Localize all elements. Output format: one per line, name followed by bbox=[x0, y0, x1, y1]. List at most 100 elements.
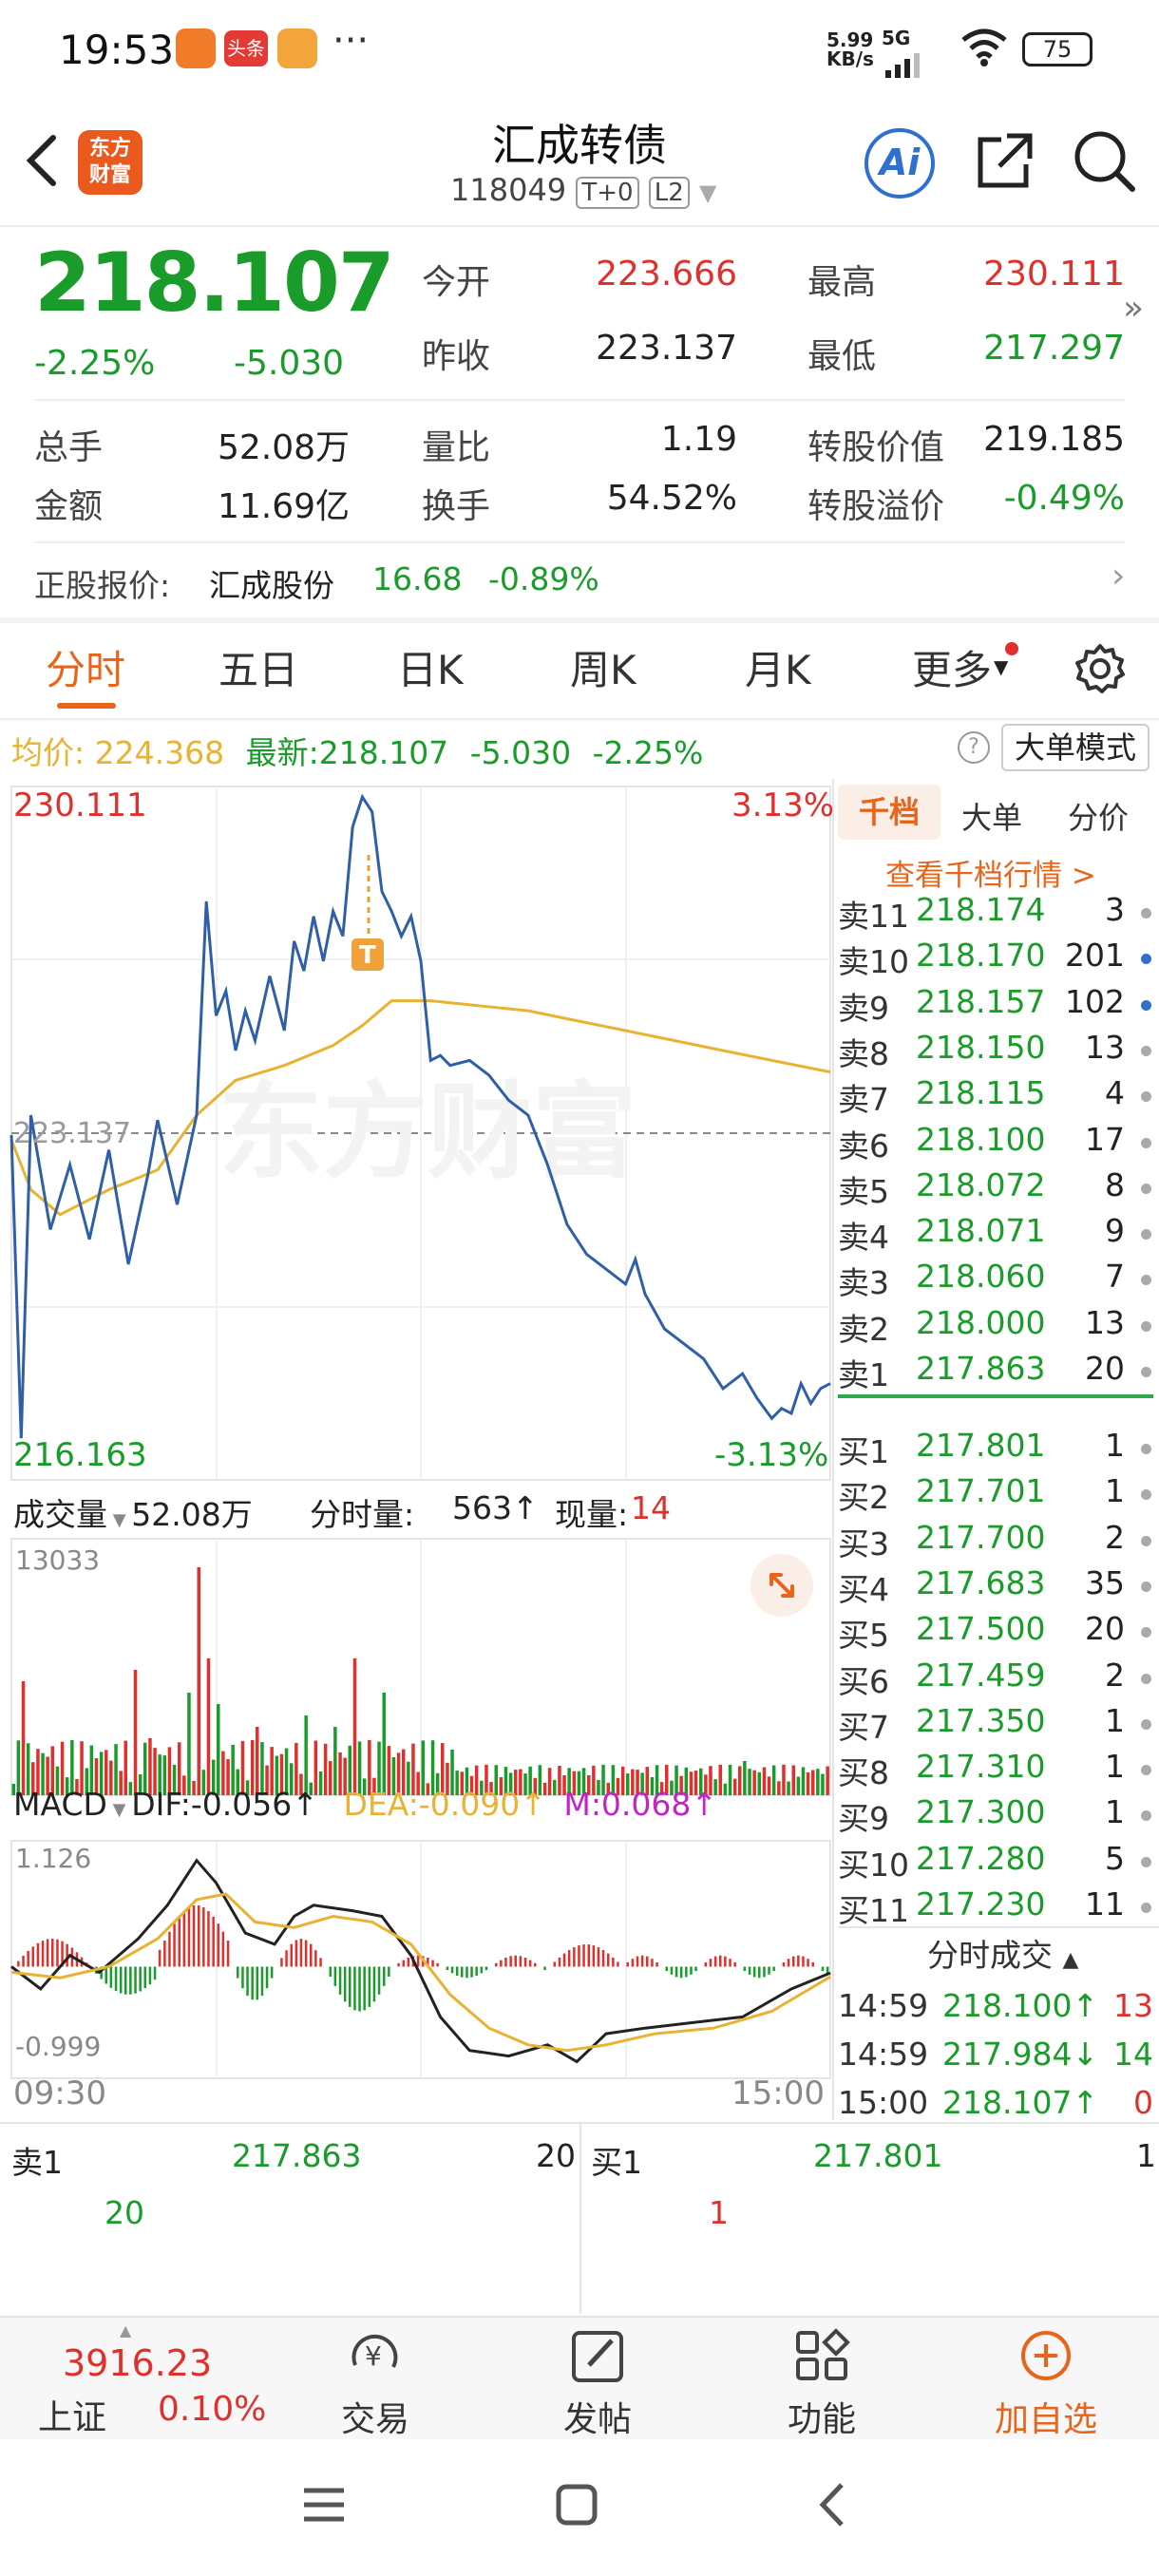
fullscreen-icon[interactable] bbox=[750, 1554, 813, 1617]
tab-weekly-k[interactable]: 周K bbox=[570, 647, 636, 693]
tab-more[interactable]: 更多 bbox=[912, 647, 993, 693]
volume-bar bbox=[362, 1778, 367, 1795]
macd-bar bbox=[514, 1955, 517, 1967]
trade-marker-icon[interactable] bbox=[352, 938, 384, 971]
macd-bar bbox=[104, 1966, 107, 1984]
macd-bar bbox=[455, 1966, 459, 1976]
search-icon[interactable] bbox=[1072, 128, 1138, 199]
back-arrow-icon[interactable] bbox=[21, 132, 63, 193]
volume-bar bbox=[128, 1782, 133, 1795]
back-icon[interactable] bbox=[809, 2481, 857, 2529]
bid-level-row[interactable]: 买10 217.280 5 bbox=[838, 1840, 1159, 1885]
level-price: 217.701 bbox=[916, 1472, 1046, 1510]
volume-total: 52.08万 bbox=[131, 1496, 253, 1533]
macd-max-label: 1.126 bbox=[15, 1843, 92, 1874]
tab-daily-k[interactable]: 日K bbox=[397, 647, 464, 693]
volume-bar bbox=[514, 1770, 518, 1795]
level-price: 217.350 bbox=[916, 1701, 1046, 1739]
avg-price-label: 均价: bbox=[11, 734, 86, 771]
volume-bar bbox=[138, 1774, 142, 1795]
macd-bar bbox=[431, 1960, 434, 1967]
ask-level-row[interactable]: 卖5 218.072 8 bbox=[838, 1166, 1159, 1212]
tab-five-day[interactable]: 五日 bbox=[218, 647, 299, 693]
macd-bar bbox=[333, 1966, 337, 1986]
bid-level-row[interactable]: 买11 217.230 11 bbox=[838, 1885, 1159, 1931]
share-icon[interactable] bbox=[973, 130, 1036, 197]
macd-bar bbox=[665, 1966, 668, 1971]
ask-level-row[interactable]: 卖9 218.157 102 bbox=[838, 983, 1159, 1029]
volume-bar bbox=[480, 1780, 484, 1795]
underlying-stock-row[interactable]: 正股报价: 汇成股份 16.68 -0.89% › bbox=[0, 549, 1159, 617]
menu-icon[interactable] bbox=[300, 2481, 348, 2529]
bid-level-row[interactable]: 买8 217.310 1 bbox=[838, 1748, 1159, 1793]
change-amount: -5.030 bbox=[234, 344, 345, 383]
level-price: 218.150 bbox=[916, 1028, 1046, 1066]
ticker-up-icon: ▲ bbox=[120, 2321, 132, 2339]
tab-price-distribution[interactable]: 分价 bbox=[1068, 800, 1130, 836]
expand-quote-icon[interactable]: » bbox=[1123, 289, 1145, 328]
post-button[interactable]: 发帖 bbox=[536, 2318, 659, 2441]
volume-bar bbox=[231, 1744, 235, 1795]
tab-monthly-k[interactable]: 月K bbox=[745, 647, 811, 693]
stock-code-row[interactable]: 118049 T+0 L2 ▼ bbox=[450, 172, 716, 209]
volume-bar bbox=[178, 1742, 181, 1795]
volume-bar bbox=[699, 1768, 703, 1795]
ask-level-row[interactable]: 卖7 218.115 4 bbox=[838, 1074, 1159, 1120]
ask-level-row[interactable]: 卖11 218.174 3 bbox=[838, 891, 1159, 937]
macd-bar bbox=[787, 1959, 790, 1967]
brand-logo[interactable]: 东方 财富 bbox=[78, 130, 142, 195]
bid-level-row[interactable]: 买7 217.350 1 bbox=[838, 1702, 1159, 1748]
ask-level-row[interactable]: 卖8 218.150 13 bbox=[838, 1029, 1159, 1074]
ask-level-row[interactable]: 卖10 218.170 201 bbox=[838, 937, 1159, 982]
volume-bar bbox=[587, 1775, 591, 1795]
bid-level-row[interactable]: 买9 217.300 1 bbox=[838, 1793, 1159, 1839]
help-icon[interactable]: ? bbox=[958, 731, 990, 764]
volume-bar bbox=[597, 1779, 600, 1795]
intraday-chart[interactable]: 东方财富 T bbox=[0, 779, 836, 2099]
level-price: 218.060 bbox=[916, 1258, 1046, 1296]
ask-level-row[interactable]: 卖1 217.863 20 bbox=[838, 1350, 1159, 1395]
ask-level-row[interactable]: 卖3 218.060 7 bbox=[838, 1258, 1159, 1303]
settings-gear-icon[interactable] bbox=[1074, 642, 1127, 699]
macd-bar bbox=[534, 1962, 537, 1967]
level-label: 卖6 bbox=[838, 1127, 889, 1165]
functions-button[interactable]: 功能 bbox=[760, 2318, 884, 2441]
bid-level-row[interactable]: 买6 217.459 2 bbox=[838, 1657, 1159, 1702]
bid-level-row[interactable]: 买4 217.683 35 bbox=[838, 1564, 1159, 1610]
bid-level-row[interactable]: 买5 217.500 20 bbox=[838, 1610, 1159, 1656]
tab-big-orders[interactable]: 大单 bbox=[961, 800, 1023, 836]
ask-level-row[interactable]: 卖4 218.071 9 bbox=[838, 1212, 1159, 1258]
turnover-value: 54.52% bbox=[606, 479, 737, 518]
view-thousand-levels-link[interactable]: 查看千档行情 > bbox=[885, 859, 1096, 893]
tab-intraday[interactable]: 分时 bbox=[46, 647, 126, 693]
ai-assistant-button[interactable]: Ai bbox=[864, 128, 935, 199]
tick-trades-title[interactable]: 分时成交 ▲ bbox=[927, 1930, 1078, 1976]
volume-bar bbox=[567, 1768, 571, 1795]
volume-bar bbox=[723, 1783, 728, 1795]
big-order-mode-button[interactable]: 大单模式 bbox=[1001, 724, 1150, 771]
volume-bars bbox=[11, 1567, 829, 1795]
wifi-icon bbox=[960, 28, 1009, 76]
bid-level-row[interactable]: 买2 217.701 1 bbox=[838, 1472, 1159, 1518]
macd-indicator-select[interactable]: MACD bbox=[13, 1786, 107, 1823]
volume-bar bbox=[655, 1765, 659, 1795]
level-dot bbox=[1141, 1091, 1151, 1103]
signal-icon bbox=[884, 44, 925, 78]
tab-thousand-levels[interactable]: 千档 bbox=[838, 785, 940, 840]
volume-bar bbox=[377, 1741, 381, 1795]
ask-level-row[interactable]: 卖2 218.000 13 bbox=[838, 1304, 1159, 1350]
add-watchlist-button[interactable]: 加自选 bbox=[984, 2318, 1108, 2441]
volume-bar bbox=[787, 1781, 790, 1795]
ask-level-row[interactable]: 卖6 218.100 17 bbox=[838, 1121, 1159, 1166]
home-icon[interactable] bbox=[553, 2481, 600, 2529]
macd-min-label: -0.999 bbox=[15, 2031, 102, 2062]
volume-indicator-select[interactable]: 成交量 bbox=[13, 1496, 107, 1533]
chart-bottom-percent: -3.13% bbox=[714, 1436, 829, 1474]
trade-button[interactable]: ¥ 交易 bbox=[314, 2318, 437, 2441]
latest-label: 最新: bbox=[245, 734, 319, 771]
bid-level-row[interactable]: 买1 217.801 1 bbox=[838, 1427, 1159, 1472]
volume-bar bbox=[172, 1765, 177, 1795]
index-ticker[interactable]: ▲ 3916.23 上证 0.10% bbox=[0, 2318, 266, 2441]
volume-bar bbox=[221, 1751, 225, 1795]
bid-level-row[interactable]: 买3 217.700 2 bbox=[838, 1519, 1159, 1564]
